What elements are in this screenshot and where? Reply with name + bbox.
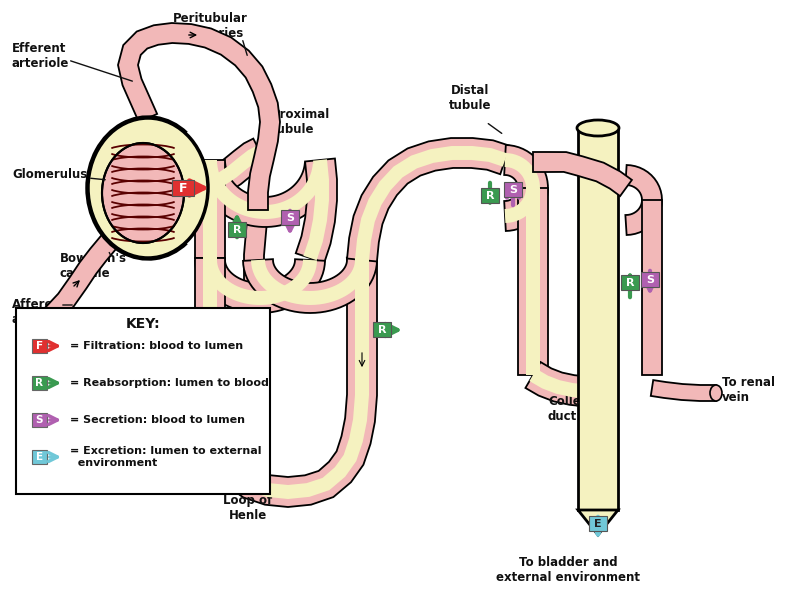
Polygon shape — [202, 139, 266, 199]
Polygon shape — [303, 160, 329, 260]
Polygon shape — [203, 258, 369, 499]
Ellipse shape — [577, 120, 619, 136]
FancyBboxPatch shape — [504, 182, 522, 197]
Text: Peritubular
capillaries: Peritubular capillaries — [173, 12, 247, 40]
Ellipse shape — [710, 385, 722, 401]
Text: To bladder and
external environment: To bladder and external environment — [496, 556, 640, 584]
Text: E: E — [36, 452, 43, 462]
FancyBboxPatch shape — [228, 222, 246, 237]
Polygon shape — [505, 153, 540, 223]
Text: Distal
tubule: Distal tubule — [449, 84, 491, 112]
Polygon shape — [526, 362, 583, 406]
Text: Glomerulus: Glomerulus — [12, 169, 87, 181]
Text: Afferent
arteriole: Afferent arteriole — [12, 298, 70, 326]
FancyBboxPatch shape — [621, 275, 639, 290]
Ellipse shape — [102, 143, 184, 243]
Text: = Excretion: lumen to external
  environment: = Excretion: lumen to external environme… — [70, 446, 262, 468]
Text: Proximal
tubule: Proximal tubule — [272, 108, 330, 136]
Text: Bowman's
capsule: Bowman's capsule — [60, 252, 127, 280]
Polygon shape — [118, 23, 280, 210]
Text: E: E — [594, 519, 602, 529]
Polygon shape — [642, 200, 662, 375]
Text: R: R — [35, 378, 43, 388]
Polygon shape — [347, 138, 510, 262]
Text: S: S — [509, 185, 517, 195]
Polygon shape — [244, 209, 270, 368]
Polygon shape — [518, 188, 548, 375]
Polygon shape — [195, 163, 334, 227]
Polygon shape — [578, 510, 618, 535]
Text: R: R — [626, 278, 634, 288]
Text: KEY:: KEY: — [126, 317, 160, 331]
Polygon shape — [296, 158, 337, 263]
Polygon shape — [195, 259, 325, 313]
FancyBboxPatch shape — [589, 516, 607, 531]
Text: = Filtration: blood to lumen: = Filtration: blood to lumen — [70, 341, 243, 351]
FancyBboxPatch shape — [32, 339, 47, 353]
Text: S: S — [286, 213, 294, 223]
Polygon shape — [251, 256, 369, 305]
Polygon shape — [203, 260, 317, 305]
Polygon shape — [530, 369, 582, 398]
FancyBboxPatch shape — [641, 272, 659, 287]
Text: R: R — [486, 191, 494, 201]
Polygon shape — [504, 145, 548, 231]
Polygon shape — [578, 128, 618, 510]
Text: R: R — [378, 325, 386, 335]
Text: F: F — [36, 341, 43, 351]
FancyBboxPatch shape — [32, 376, 47, 390]
FancyBboxPatch shape — [32, 450, 47, 464]
Polygon shape — [30, 200, 154, 337]
Polygon shape — [355, 146, 507, 260]
Polygon shape — [626, 165, 662, 235]
FancyBboxPatch shape — [172, 180, 194, 196]
Polygon shape — [203, 164, 326, 219]
Polygon shape — [243, 256, 377, 313]
Text: R: R — [222, 325, 231, 335]
Ellipse shape — [88, 118, 208, 258]
FancyBboxPatch shape — [32, 413, 47, 427]
Text: To renal
vein: To renal vein — [722, 376, 775, 404]
Text: R: R — [233, 225, 242, 235]
Polygon shape — [206, 146, 263, 191]
Text: F: F — [178, 181, 187, 194]
Polygon shape — [650, 380, 716, 401]
Text: S: S — [646, 275, 654, 285]
FancyBboxPatch shape — [218, 322, 236, 337]
Text: = Reabsorption: lumen to blood: = Reabsorption: lumen to blood — [70, 378, 269, 388]
FancyBboxPatch shape — [16, 308, 270, 494]
Text: Loop of
Henle: Loop of Henle — [223, 494, 273, 522]
Polygon shape — [533, 152, 632, 196]
Polygon shape — [526, 188, 540, 375]
Text: S: S — [36, 415, 43, 425]
Polygon shape — [195, 258, 377, 507]
Text: = Secretion: blood to lumen: = Secretion: blood to lumen — [70, 415, 245, 425]
Polygon shape — [203, 160, 217, 258]
Polygon shape — [195, 160, 225, 258]
FancyBboxPatch shape — [373, 322, 391, 337]
FancyBboxPatch shape — [281, 210, 299, 225]
Text: Collecting
duct: Collecting duct — [548, 395, 614, 423]
FancyBboxPatch shape — [481, 188, 499, 203]
Text: Efferent
arteriole: Efferent arteriole — [12, 42, 70, 70]
